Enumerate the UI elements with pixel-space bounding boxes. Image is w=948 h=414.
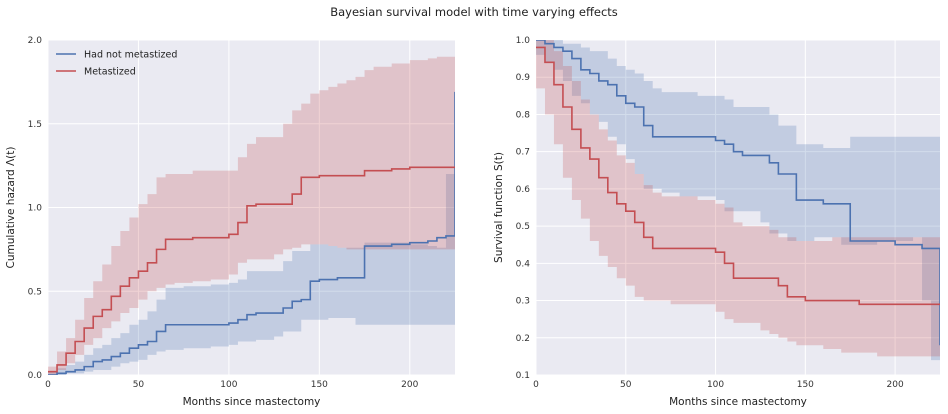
step-line-series-2	[536, 46, 940, 306]
step-line-series-1	[48, 91, 455, 375]
y-tick-label: 2.0	[28, 36, 43, 46]
x-tick-label: 100	[220, 380, 237, 390]
y-tick-label: 1.5	[28, 120, 42, 130]
x-axis-label: Months since mastectomy	[669, 396, 807, 408]
y-tick-label: 0.3	[516, 297, 530, 307]
y-tick-label: 0.0	[28, 371, 43, 381]
x-tick-label: 150	[311, 380, 328, 390]
x-tick-label: 200	[401, 380, 418, 390]
legend: Had not metastized Metastized	[56, 50, 177, 78]
x-tick-label: 200	[887, 380, 904, 390]
x-tick-label: 100	[707, 380, 724, 390]
y-tick-label: 0.4	[516, 259, 531, 269]
plot-content	[48, 40, 455, 375]
credible-band-series-2	[48, 56, 455, 375]
x-tick-label: 150	[797, 380, 814, 390]
y-tick-label: 1.0	[28, 204, 43, 214]
x-tick-label: 0	[45, 380, 51, 390]
step-line-series-2	[48, 166, 455, 373]
y-tick-label: 0.6	[516, 185, 531, 195]
credible-band-series-1	[536, 40, 940, 361]
legend-entry: Metastized	[84, 67, 136, 78]
y-tick-label: 0.5	[28, 287, 42, 297]
figure-title: Bayesian survival model with time varyin…	[330, 5, 618, 19]
x-tick-label: 50	[620, 380, 632, 390]
plot-content	[536, 40, 940, 361]
x-axis-label: Months since mastectomy	[183, 396, 321, 408]
y-tick-label: 0.2	[516, 334, 530, 344]
chart-panel-2: 0 50 100 150 200 0.1 0.2 0.3 0.4 0.5 0.6 0.7 0.8 0.9 1…	[493, 36, 940, 408]
credible-band-series-2	[536, 40, 940, 357]
y-tick-label: 0.5	[516, 222, 530, 232]
y-tick-label: 0.7	[516, 148, 530, 158]
y-tick-label: 0.1	[516, 371, 530, 381]
y-tick-label: 1.0	[516, 36, 531, 46]
x-tick-label: 0	[533, 380, 539, 390]
y-tick-label: 0.9	[516, 73, 531, 83]
plot-area	[536, 40, 940, 375]
y-axis-label: Survival function S(t)	[493, 152, 505, 263]
y-axis-label: Cumulative hazard Λ(t)	[5, 147, 17, 269]
x-tick-label: 50	[133, 380, 145, 390]
credible-band-series-1	[48, 40, 455, 375]
legend-entry: Had not metastized	[84, 50, 177, 61]
step-line-series-1	[536, 40, 940, 346]
y-tick-label: 0.8	[516, 110, 531, 120]
chart-panel-1: 0 50 100 150 200 0.0 0.5 1.0 1.5 2.0 Months since …	[5, 36, 455, 408]
